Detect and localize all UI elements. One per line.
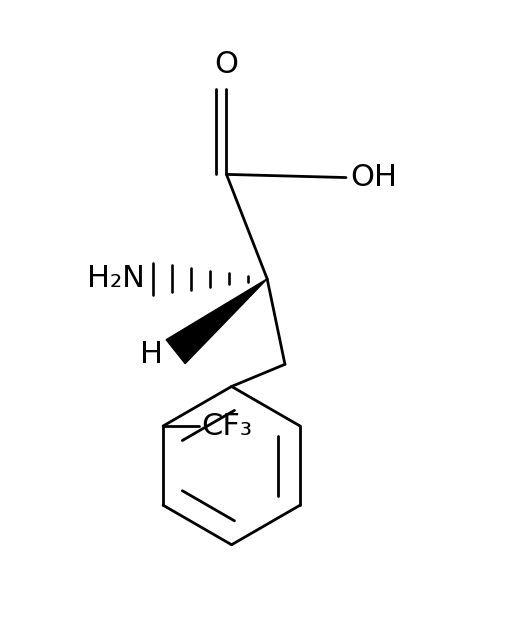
Text: H: H: [140, 340, 163, 369]
Polygon shape: [166, 279, 267, 364]
Text: CF₃: CF₃: [201, 412, 252, 440]
Text: H₂N: H₂N: [87, 264, 145, 293]
Text: O: O: [214, 51, 238, 79]
Text: OH: OH: [350, 163, 397, 192]
